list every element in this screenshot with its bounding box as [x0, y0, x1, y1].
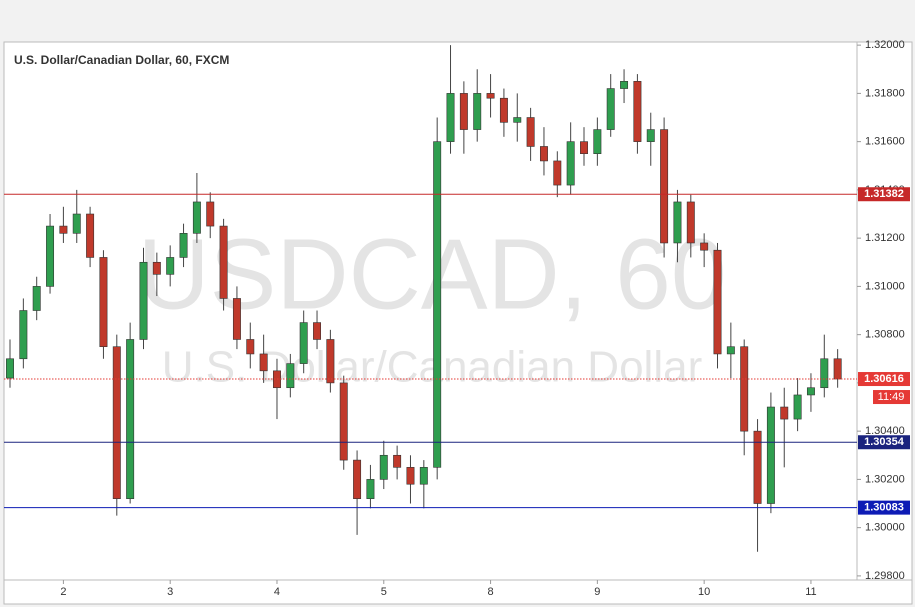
x-tick-label: 8 [488, 586, 494, 598]
candle-body [32, 286, 41, 311]
level-label: 1.31382 [864, 188, 904, 200]
candle-body [713, 249, 722, 355]
candle-body [473, 93, 482, 130]
candle-body [566, 141, 575, 186]
candle-body [433, 141, 442, 468]
candle-body [793, 394, 802, 420]
candle-body [499, 97, 508, 123]
candle-body [526, 117, 535, 147]
candle-body [633, 81, 642, 142]
candle-body [740, 346, 749, 432]
candle-body [339, 382, 348, 461]
candle-body [766, 406, 775, 504]
candle-body [780, 406, 789, 420]
candle-body [206, 201, 215, 227]
watermark: USDCAD, 60U.S. Dollar/Canadian Dollar [137, 218, 726, 391]
candle-body [446, 93, 455, 142]
candle-body [580, 141, 588, 155]
y-tick-label: 1.30000 [865, 522, 905, 534]
candle-body [806, 387, 815, 396]
candle-body [593, 129, 602, 155]
candle-body [299, 322, 308, 364]
candle-body [513, 117, 522, 123]
candle-body [286, 363, 295, 389]
candle-body [419, 467, 428, 485]
candle-body [353, 459, 362, 499]
candle-body [112, 346, 121, 499]
y-tick-label: 1.31000 [865, 280, 905, 292]
candle-body [19, 310, 28, 360]
candle-body [72, 213, 81, 234]
y-tick-label: 1.30200 [865, 473, 905, 485]
candle-body [152, 261, 161, 275]
candle-body [59, 225, 68, 234]
last-price-label: 1.30616 [864, 373, 904, 385]
x-tick-label: 4 [274, 586, 280, 598]
candle-body [192, 201, 201, 234]
candle-body [86, 213, 95, 258]
x-tick-label: 3 [167, 586, 173, 598]
candle-body [459, 93, 468, 130]
candle-body [219, 225, 228, 299]
candle-body [660, 129, 669, 244]
chart-title: U.S. Dollar/Canadian Dollar, 60, FXCM [14, 53, 229, 67]
candle-body [46, 225, 55, 287]
x-tick-label: 2 [60, 586, 66, 598]
level-label-box [858, 435, 910, 450]
candle-body [313, 322, 322, 340]
candle-body [553, 160, 562, 186]
y-tick-label: 1.31200 [865, 232, 905, 244]
candle-body [326, 339, 335, 384]
candle-body [620, 81, 629, 89]
x-tick-label: 5 [381, 586, 387, 598]
countdown-box [873, 390, 910, 405]
candle-body [99, 257, 108, 348]
candle-body [259, 353, 268, 372]
level-label-box [858, 187, 910, 202]
candle-body [366, 479, 375, 499]
level-label: 1.30354 [864, 436, 905, 448]
x-tick-label: 9 [594, 586, 600, 598]
candle-body [166, 257, 175, 275]
candle-body [486, 93, 495, 99]
candle-body [6, 358, 14, 379]
y-tick-label: 1.30400 [865, 425, 905, 437]
candle-body [406, 467, 415, 485]
candle-body [726, 346, 735, 355]
level-label-box [858, 500, 910, 515]
chart-frame [3, 41, 913, 605]
last-price-box [858, 372, 910, 387]
candle-body [539, 146, 548, 162]
x-tick-label: 10 [698, 586, 710, 598]
candle-body [139, 261, 148, 340]
candle-body [646, 129, 655, 142]
candle-body [126, 339, 135, 499]
y-tick-label: 1.30800 [865, 329, 905, 341]
candle-body [753, 430, 762, 504]
candle-body [700, 242, 709, 251]
level-label: 1.30083 [864, 502, 904, 514]
y-tick-label: 1.29800 [865, 570, 905, 582]
y-tick-label: 1.31800 [865, 87, 905, 99]
candle-body [246, 339, 255, 355]
candle-body [379, 454, 388, 480]
candle-body [833, 358, 842, 380]
watermark-description: U.S. Dollar/Canadian Dollar [162, 343, 702, 392]
y-tick-label: 1.31600 [865, 136, 905, 148]
candle-body [606, 88, 615, 130]
candle-body [393, 454, 402, 468]
candle-body [686, 201, 695, 244]
candle-body [232, 298, 241, 340]
candle-body [179, 233, 188, 258]
x-tick-label: 11 [805, 586, 816, 598]
candle-body [820, 358, 829, 389]
countdown-label: 11:49 [878, 391, 905, 403]
candle-body [673, 201, 682, 244]
y-tick-label: 1.32000 [865, 39, 905, 51]
